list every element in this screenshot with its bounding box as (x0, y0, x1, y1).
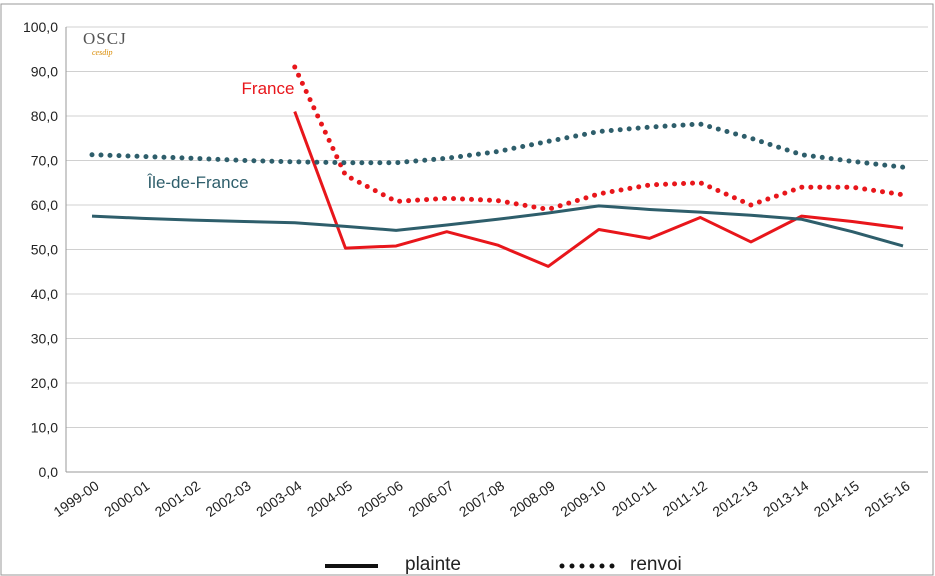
y-tick-label: 80,0 (31, 108, 58, 124)
logo-subtitle: cesdip (92, 48, 112, 57)
y-tick-label: 0,0 (39, 464, 59, 480)
x-tick-label: 2007-08 (456, 477, 507, 520)
legend-label: renvoi (630, 554, 682, 575)
annotation: Île-de-France (146, 173, 248, 192)
x-tick-label: 2014-15 (811, 477, 862, 520)
x-tick-label: 2013-14 (760, 477, 811, 520)
x-tick-label: 2001-02 (152, 477, 203, 520)
series-line (89, 121, 906, 170)
series-line (293, 111, 904, 268)
y-tick-label: 100,0 (23, 19, 58, 35)
y-tick-label: 60,0 (31, 197, 58, 213)
y-tick-label: 20,0 (31, 375, 58, 391)
x-tick-label: 2004-05 (304, 477, 355, 520)
y-tick-label: 10,0 (31, 420, 58, 436)
x-tick-label: 2003-04 (253, 477, 304, 520)
series-line (91, 204, 904, 248)
x-tick-label: 2009-10 (557, 477, 608, 520)
chart-frame (0, 3, 934, 576)
x-tick-label: 2005-06 (355, 477, 406, 520)
x-tick-label: 1999-00 (50, 477, 101, 520)
y-tick-label: 40,0 (31, 286, 58, 302)
x-tick-label: 2012-13 (709, 477, 760, 520)
legend-label: plainte (405, 554, 461, 575)
x-tick-label: 2015-16 (861, 477, 912, 520)
y-tick-label: 30,0 (31, 331, 58, 347)
y-tick-label: 50,0 (31, 242, 58, 258)
x-tick-label: 2011-12 (660, 477, 711, 519)
x-tick-label: 2008-09 (507, 477, 558, 520)
x-tick-label: 2000-01 (101, 477, 152, 520)
x-tick-label: 2006-07 (405, 477, 456, 520)
logo-title: OSCJ (83, 29, 127, 48)
y-tick-label: 70,0 (31, 153, 58, 169)
y-tick-label: 90,0 (31, 64, 58, 80)
x-tick-label: 2010-11 (609, 477, 660, 519)
series-line (292, 64, 906, 212)
x-tick-label: 2002-03 (203, 477, 254, 520)
annotation: France (242, 79, 295, 98)
